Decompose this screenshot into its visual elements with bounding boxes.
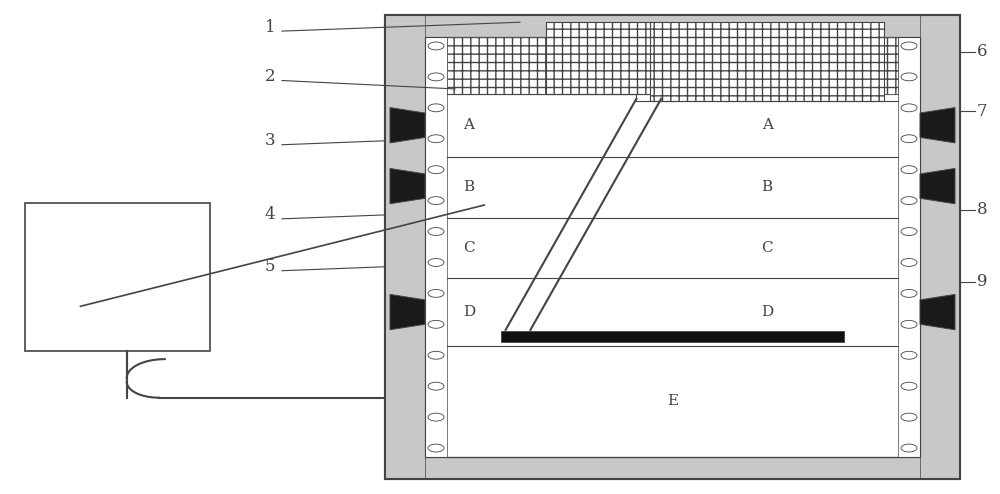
Circle shape (901, 165, 917, 173)
Circle shape (901, 228, 917, 236)
Circle shape (901, 258, 917, 266)
Circle shape (901, 444, 917, 452)
Circle shape (428, 444, 444, 452)
Polygon shape (390, 168, 425, 204)
Circle shape (428, 258, 444, 266)
Circle shape (428, 104, 444, 112)
Polygon shape (920, 294, 955, 330)
Circle shape (428, 165, 444, 173)
Circle shape (428, 382, 444, 390)
Text: 8: 8 (977, 202, 988, 218)
Text: C: C (761, 241, 773, 255)
Bar (385, 15, 960, 37)
Bar (385, 457, 960, 479)
Text: 9: 9 (977, 273, 988, 290)
Bar (920, 15, 960, 479)
Circle shape (901, 104, 917, 112)
Text: 6: 6 (977, 43, 988, 60)
Circle shape (901, 42, 917, 50)
Bar (425, 37, 920, 457)
Circle shape (428, 73, 444, 81)
Polygon shape (390, 294, 425, 330)
Circle shape (428, 321, 444, 329)
Polygon shape (920, 108, 955, 143)
Bar (501, 331, 844, 342)
Bar (650, 22, 884, 101)
Circle shape (428, 289, 444, 297)
Text: D: D (761, 305, 773, 319)
Polygon shape (920, 168, 955, 204)
Bar (898, 37, 920, 457)
Circle shape (901, 135, 917, 143)
Circle shape (428, 42, 444, 50)
Circle shape (428, 413, 444, 421)
Bar (385, 15, 960, 479)
Text: 3: 3 (265, 132, 275, 149)
Text: D: D (463, 305, 475, 319)
Text: A: A (464, 118, 475, 132)
Text: 1: 1 (265, 19, 275, 36)
Circle shape (901, 382, 917, 390)
Circle shape (901, 413, 917, 421)
Bar (385, 15, 960, 479)
Circle shape (901, 351, 917, 359)
Circle shape (428, 351, 444, 359)
Text: B: B (762, 180, 773, 194)
Polygon shape (390, 108, 425, 143)
Text: B: B (463, 180, 475, 194)
Bar (546, 22, 668, 94)
Circle shape (901, 321, 917, 329)
Circle shape (901, 289, 917, 297)
Circle shape (428, 135, 444, 143)
Bar (447, 37, 898, 94)
Circle shape (428, 228, 444, 236)
Bar (425, 37, 920, 457)
Text: 4: 4 (265, 206, 275, 223)
Circle shape (901, 73, 917, 81)
Text: 5: 5 (265, 258, 275, 275)
Text: C: C (463, 241, 475, 255)
Circle shape (901, 197, 917, 205)
Circle shape (428, 197, 444, 205)
Text: 7: 7 (977, 103, 988, 120)
Text: A: A (762, 118, 773, 132)
Bar (385, 15, 425, 479)
Bar (25, 203, 210, 351)
Bar (425, 37, 447, 457)
Text: E: E (667, 394, 678, 409)
Text: 2: 2 (265, 68, 275, 85)
